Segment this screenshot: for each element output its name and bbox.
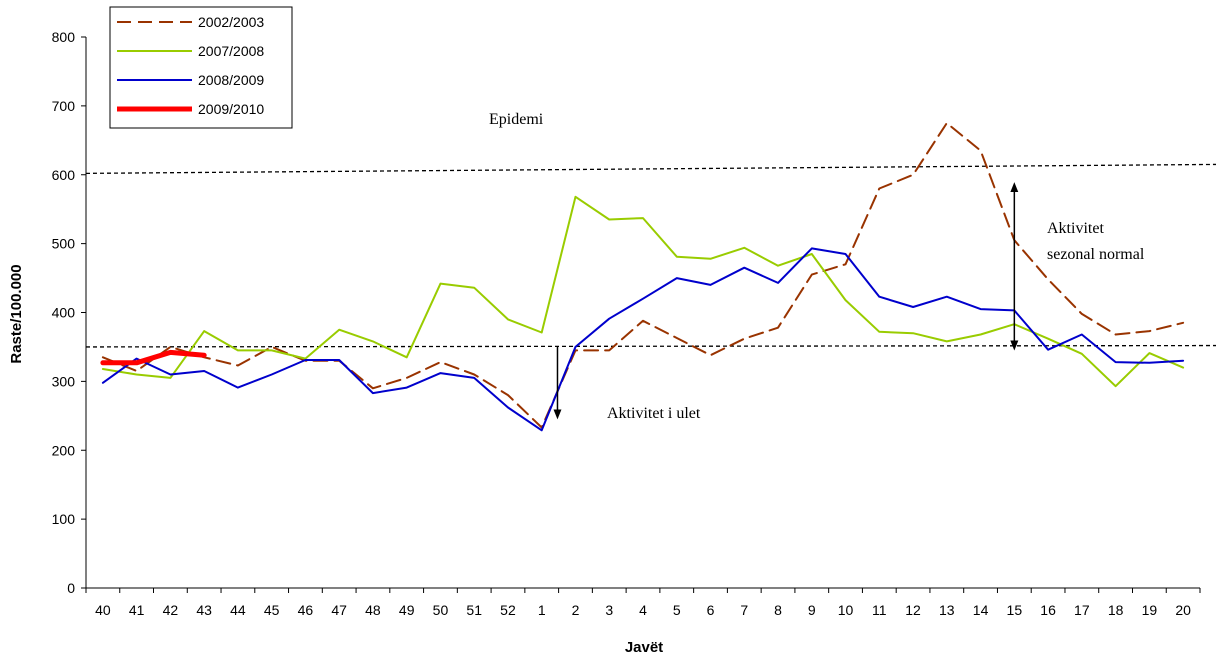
legend-label: 2007/2008: [198, 43, 264, 59]
legend-label: 2002/2003: [198, 14, 264, 30]
y-tick-label: 300: [52, 373, 76, 389]
y-tick-label: 200: [52, 442, 76, 458]
series-line-2002-2003: [101, 122, 1185, 429]
x-tick-label: 9: [808, 602, 816, 618]
x-tick-label: 41: [129, 602, 145, 618]
x-tick-label: 50: [433, 602, 449, 618]
annotation-epidemi: Epidemi: [489, 111, 544, 128]
x-tick-label: 18: [1108, 602, 1124, 618]
y-tick-label: 0: [67, 580, 75, 596]
x-tick-label: 42: [163, 602, 179, 618]
epidemic-threshold-line: [85, 163, 1216, 175]
x-tick-label: 19: [1142, 602, 1158, 618]
x-tick-label: 52: [500, 602, 516, 618]
y-tick-label: 600: [52, 167, 76, 183]
x-tick-label: 48: [365, 602, 381, 618]
y-tick-label: 700: [52, 98, 76, 114]
y-tick-label: 500: [52, 236, 76, 252]
legend-label: 2009/2010: [198, 101, 264, 117]
x-tick-label: 47: [331, 602, 347, 618]
x-tick-label: 51: [466, 602, 482, 618]
x-tick-label: 10: [838, 602, 854, 618]
x-tick-label: 49: [399, 602, 415, 618]
y-tick-label: 800: [52, 29, 76, 45]
x-tick-label: 12: [905, 602, 921, 618]
x-tick-label: 8: [774, 602, 782, 618]
y-axis-title: Raste/100.000: [8, 264, 25, 363]
seasonal-threshold-line: [85, 344, 1216, 348]
x-tick-label: 11: [872, 602, 887, 618]
x-tick-label: 1: [538, 602, 546, 618]
x-tick-label: 40: [95, 602, 111, 618]
x-tick-label: 2: [572, 602, 580, 618]
x-axis-title: Javët: [625, 639, 663, 656]
x-tick-label: 44: [230, 602, 246, 618]
series-line-2008-2009: [101, 247, 1185, 432]
series-line-2007-2008: [101, 195, 1185, 388]
x-tick-label: 14: [973, 602, 989, 618]
x-tick-label: 16: [1040, 602, 1056, 618]
x-tick-label: 5: [673, 602, 681, 618]
legend: 2002/2003 2007/2008 2008/2009 2009/2010: [109, 6, 293, 129]
x-tick-label: 13: [939, 602, 955, 618]
y-tick-label: 100: [52, 511, 76, 527]
x-tick-label: 6: [707, 602, 715, 618]
annotation-aktivitet-normal-line2: sezonal normal: [1047, 246, 1145, 263]
x-tick-label: 15: [1007, 602, 1023, 618]
annotation-aktivitet-normal-line1: Aktivitet: [1047, 220, 1104, 237]
legend-label: 2008/2009: [198, 72, 264, 88]
x-tick-label: 4: [639, 602, 647, 618]
annotation-aktivitet-ulet: Aktivitet i ulet: [607, 405, 701, 422]
x-tick-label: 20: [1175, 602, 1191, 618]
x-tick-label: 7: [740, 602, 748, 618]
x-tick-label: 46: [298, 602, 314, 618]
x-tick-label: 17: [1074, 602, 1090, 618]
x-tick-label: 3: [605, 602, 613, 618]
x-tick-label: 43: [196, 602, 212, 618]
y-tick-label: 400: [52, 305, 76, 321]
series-line-2009-2010: [100, 349, 207, 366]
x-tick-label: 45: [264, 602, 280, 618]
